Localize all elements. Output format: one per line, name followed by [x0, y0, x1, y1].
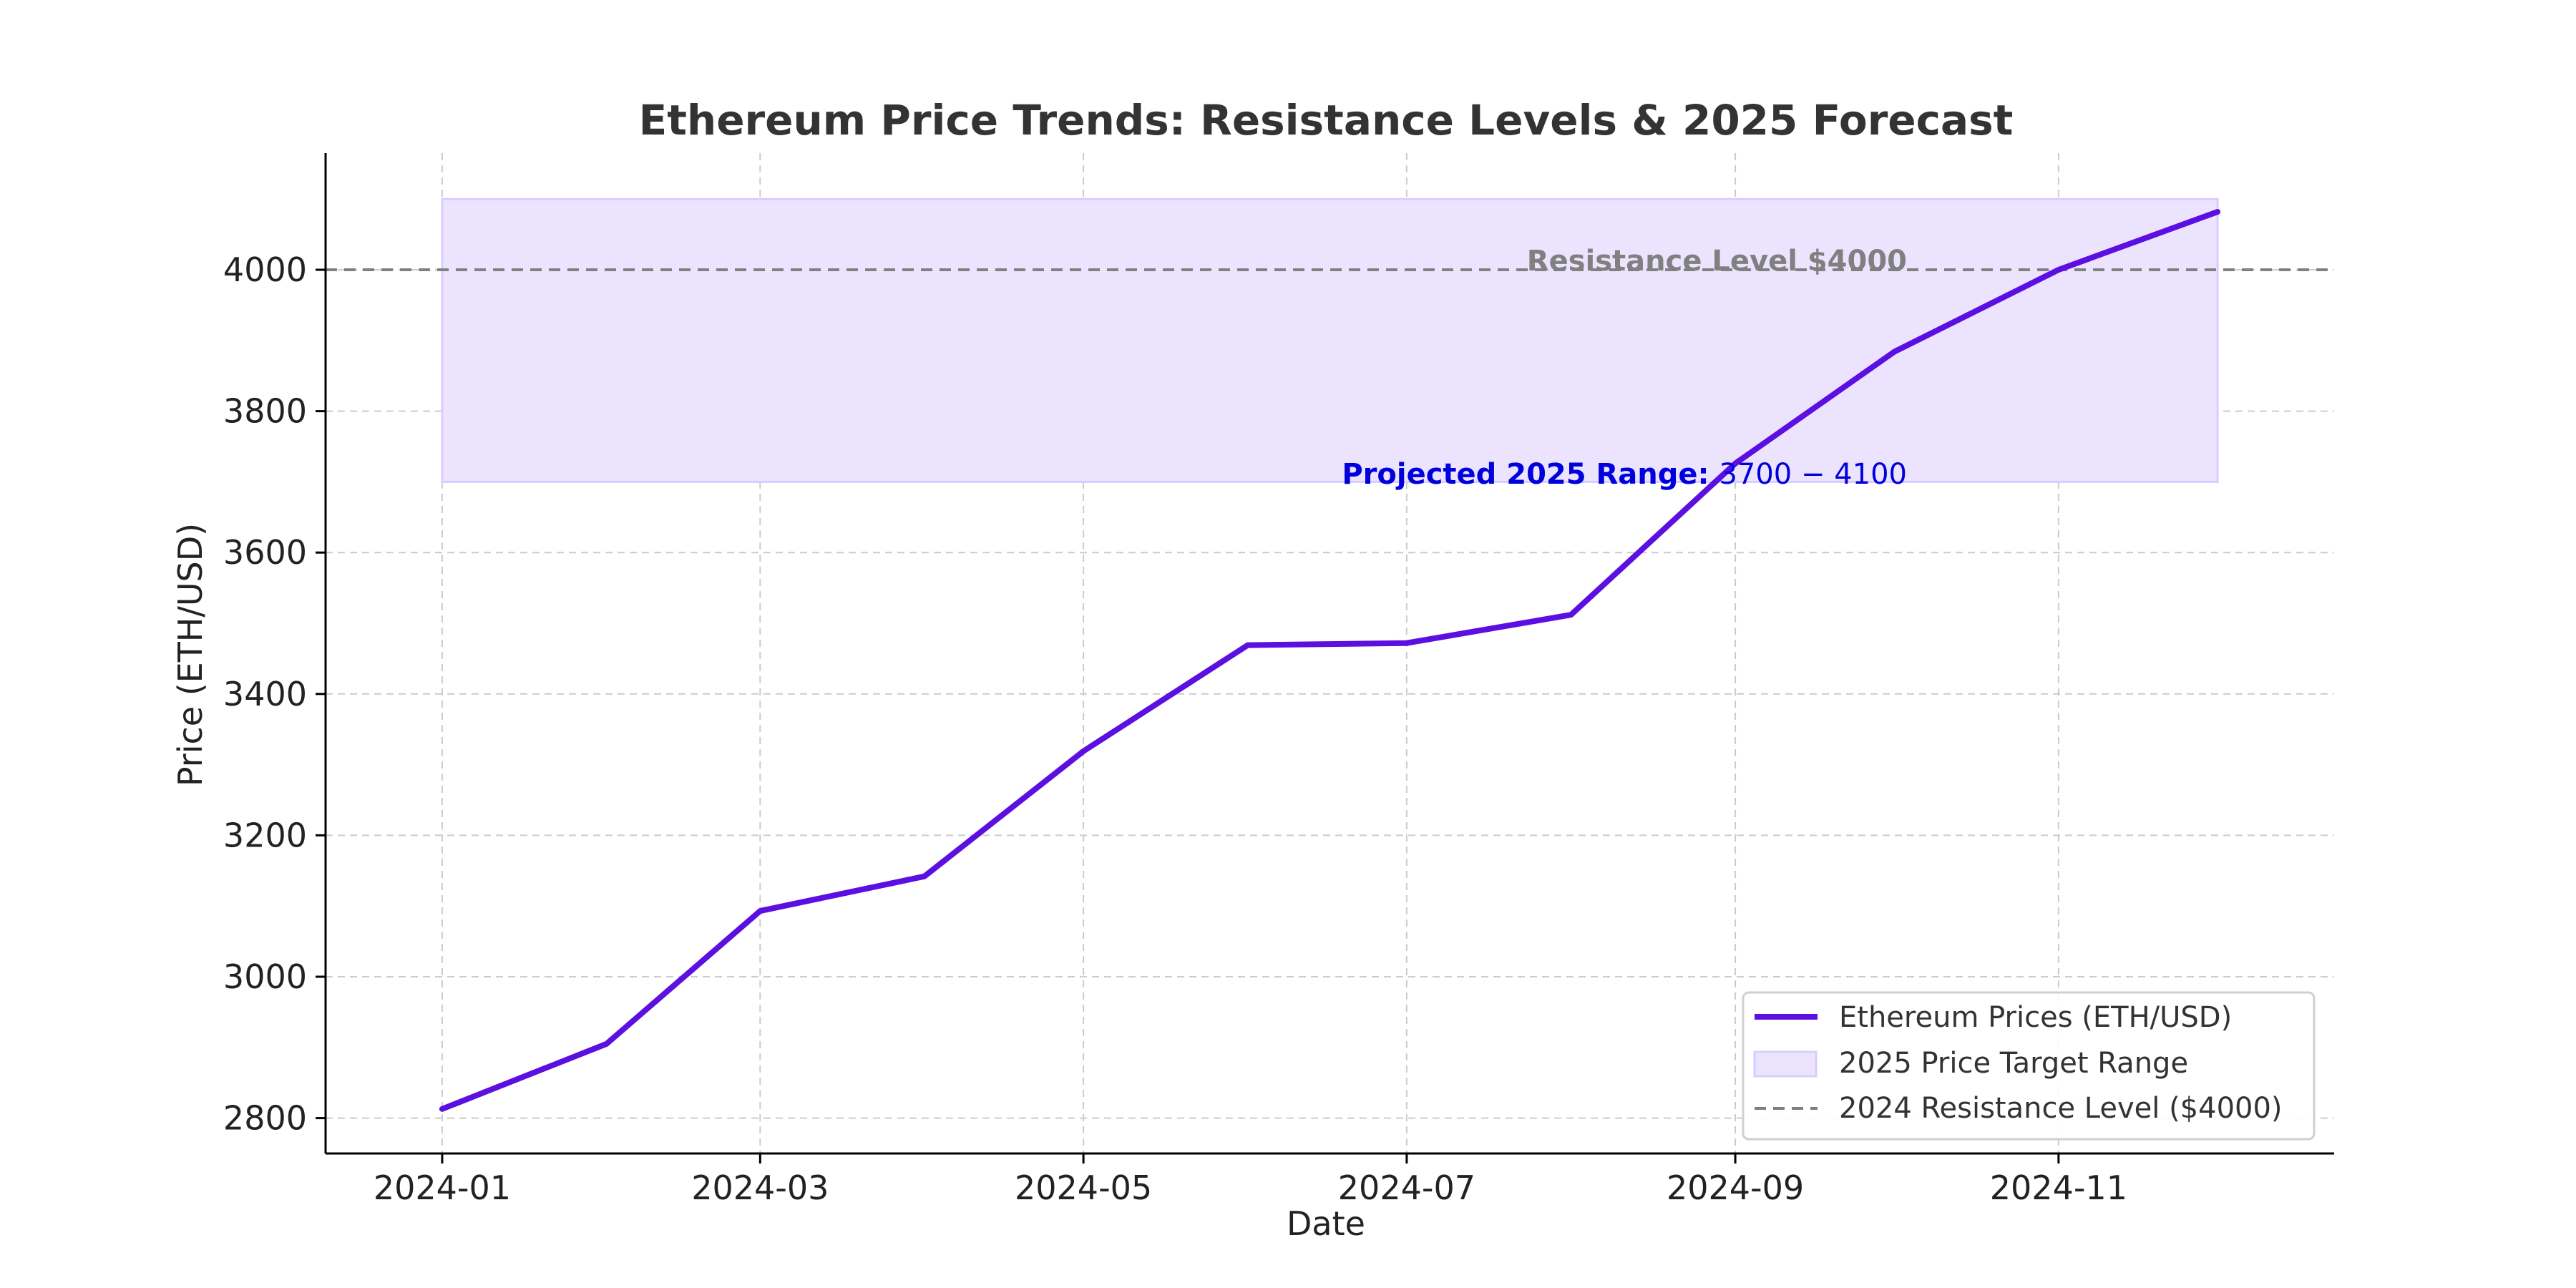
y-tick-label: 3800 [223, 392, 307, 431]
y-tick-label: 4000 [223, 250, 307, 289]
price-line [439, 209, 2221, 1112]
annotations: Resistance Level $4000 Projected 2025 Ra… [1342, 245, 1907, 491]
resistance-annotation: Resistance Level $4000 [1527, 245, 1907, 278]
axes: 2800 3000 3200 3400 3600 3800 4000 2024-01 2024-… [223, 153, 2334, 1207]
legend-frame [1742, 991, 2316, 1141]
projection-annotation: Projected 2025 Range: 3700 − 4100 [1342, 458, 1907, 491]
x-tick-label: 2024-03 [691, 1169, 829, 1207]
y-tick-label: 3200 [223, 816, 307, 854]
y-tick-label: 2800 [223, 1099, 307, 1138]
x-tick-label: 2024-07 [1338, 1169, 1475, 1207]
x-tick-label: 2024-05 [1015, 1169, 1152, 1207]
target-range-band [441, 197, 2219, 483]
series-layer [439, 209, 2221, 1112]
x-axis-label: Date [1287, 1204, 1365, 1243]
y-axis-label: Price (ETH/USD) [171, 523, 210, 786]
y-tick-label: 3600 [223, 533, 307, 572]
projection-annotation-label: Projected 2025 Range: [1342, 458, 1719, 491]
x-tick-label: 2024-01 [374, 1169, 511, 1207]
y-tick-label: 3400 [223, 675, 307, 713]
legend-label-resistance: 2024 Resistance Level ($4000) [1839, 1092, 2283, 1125]
projection-annotation-range: 3700 − 4100 [1719, 458, 1907, 491]
legend-swatch-target-band [1753, 1050, 1818, 1078]
chart-title: Ethereum Price Trends: Resistance Levels… [639, 96, 2014, 145]
legend: Ethereum Prices (ETH/USD) 2025 Price Tar… [1742, 991, 2316, 1141]
x-tick-label: 2024-11 [1990, 1169, 2127, 1207]
legend-label-target-band: 2025 Price Target Range [1839, 1047, 2188, 1080]
x-tick-label: 2024-09 [1667, 1169, 1804, 1207]
y-tick-label: 3000 [223, 957, 307, 996]
target-band-layer [441, 197, 2219, 483]
legend-label-price: Ethereum Prices (ETH/USD) [1839, 1001, 2232, 1034]
